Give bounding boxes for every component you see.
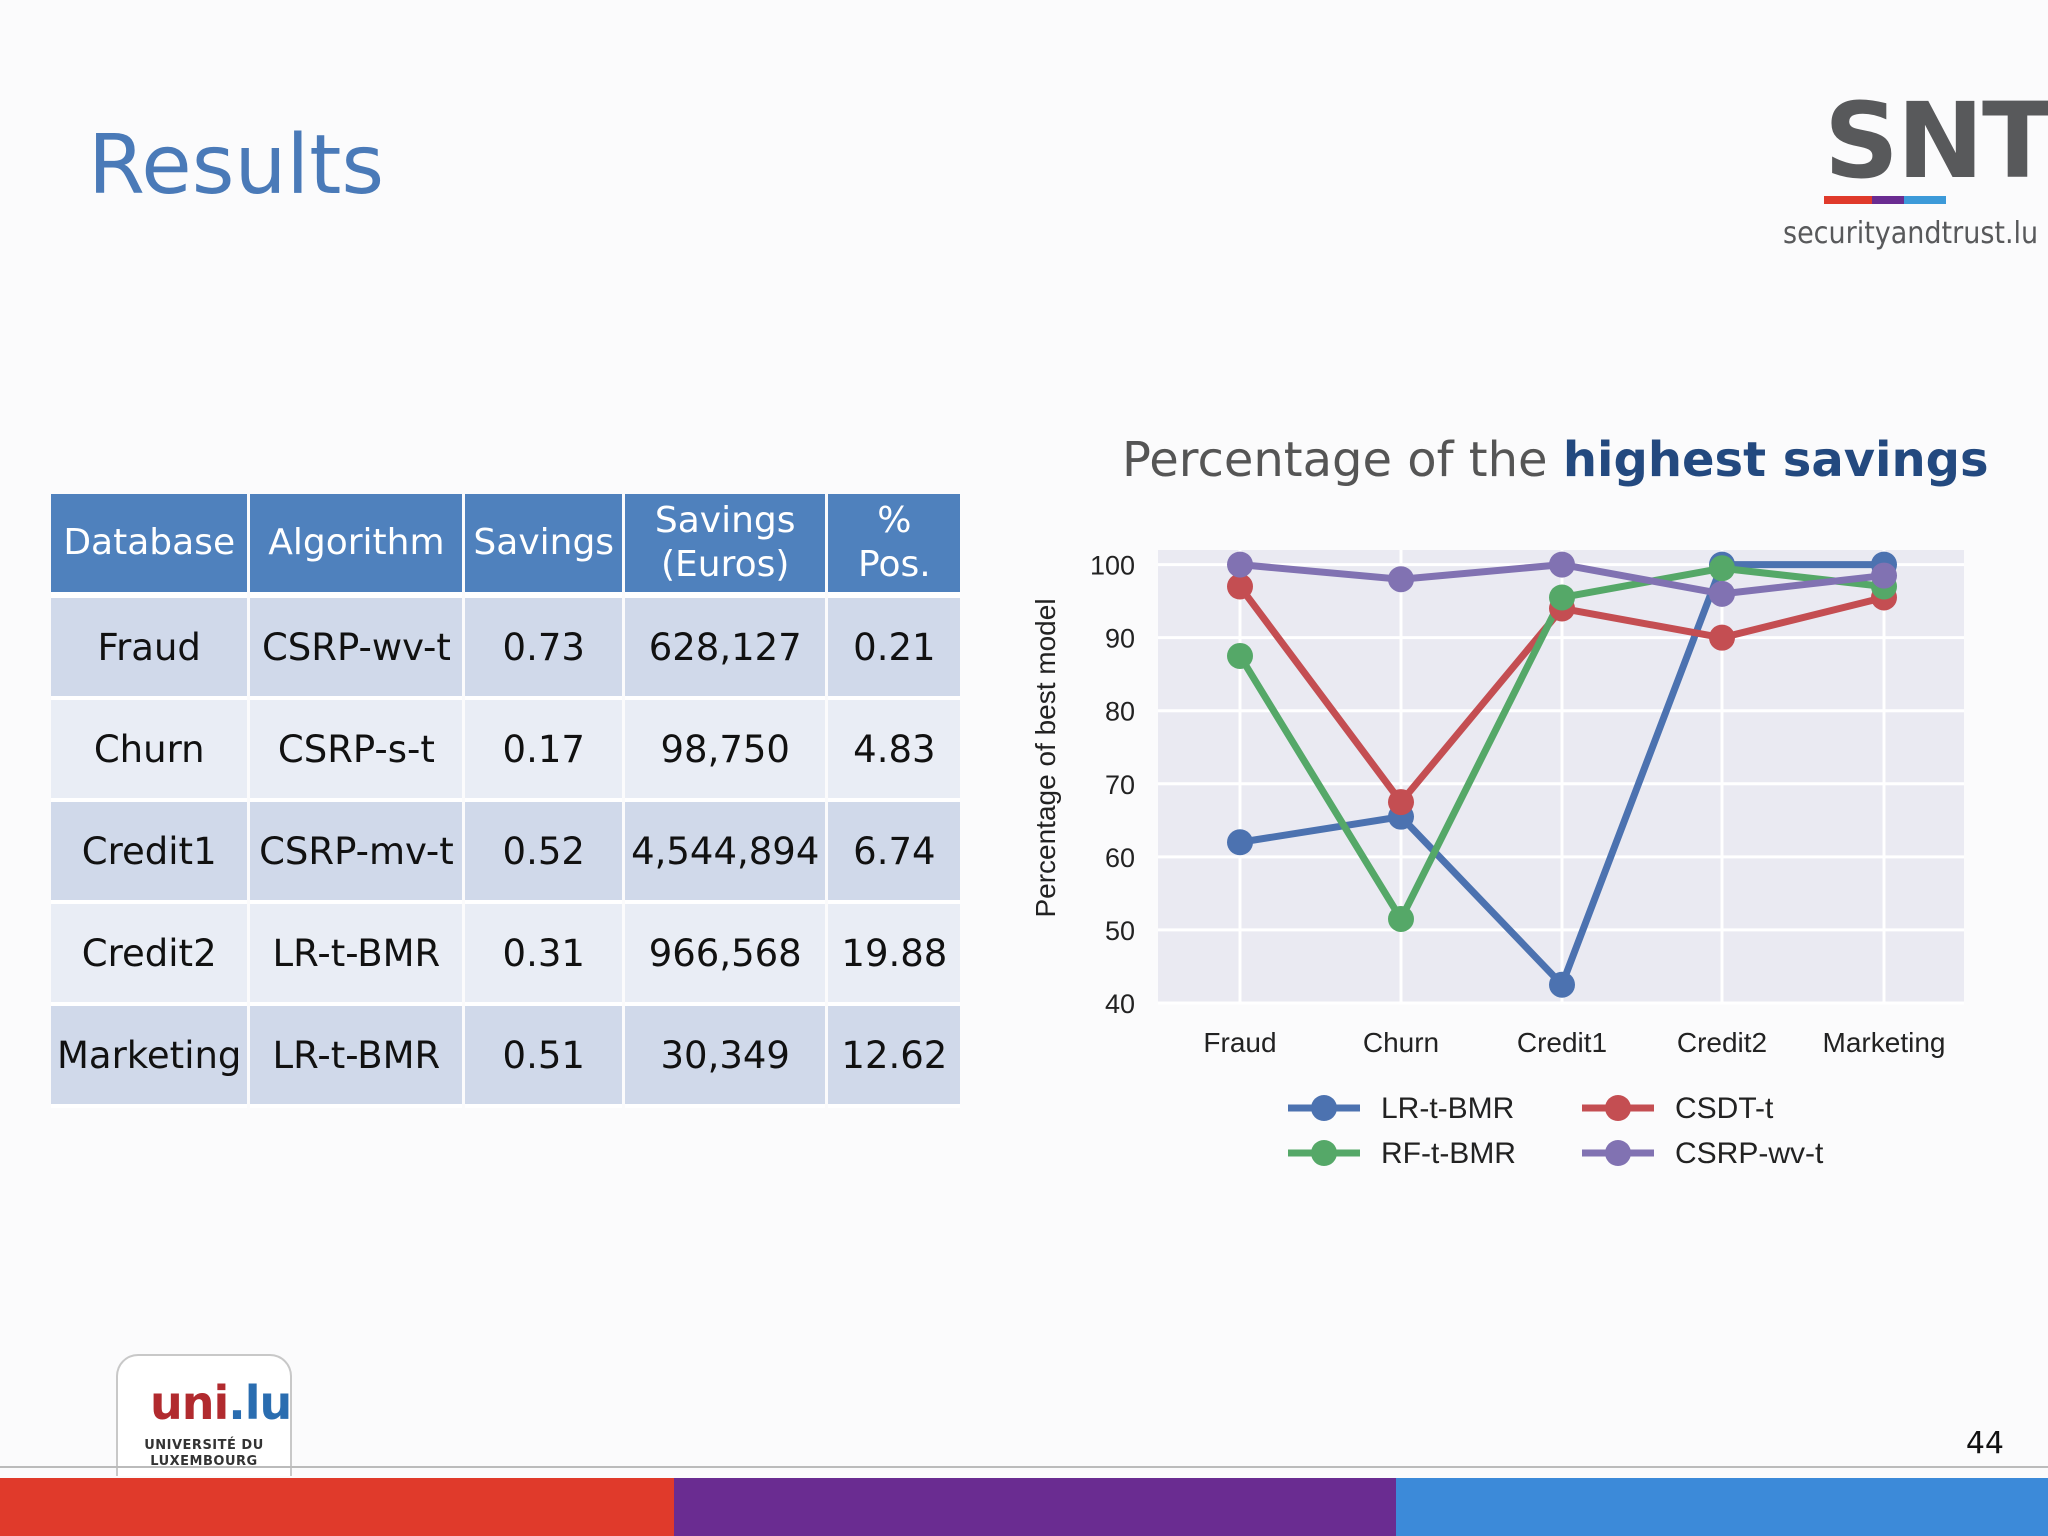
footer-divider (0, 1466, 2048, 1468)
data-point (1227, 573, 1253, 600)
legend-label: CSRP-wv-t (1675, 1137, 1824, 1170)
cell-savings-euros: 966,568 (625, 904, 826, 1006)
cell-savings: 0.73 (465, 598, 623, 700)
legend-label: RF-t-BMR (1381, 1137, 1516, 1170)
snt-logo-mark: SNT (1824, 80, 2048, 202)
cell-savings: 0.51 (465, 1006, 623, 1108)
chart-title-bold: highest savings (1562, 432, 1989, 488)
cell-savings: 0.31 (465, 904, 623, 1006)
header-database: Database (51, 494, 248, 598)
snt-logo-bar-purple (1872, 196, 1904, 204)
snt-logo-text: securityandtrust.lu (1783, 216, 2039, 251)
cell-pct-pos: 12.62 (828, 1006, 961, 1108)
chart-title: Percentage of the highest savings (1122, 432, 1989, 488)
x-tick-label: Fraud (1203, 1027, 1276, 1058)
line-chart: 100 90 80 70 60 50 40 Fraud Churn Credit1 Credit2 M… (1030, 550, 1964, 1170)
unilu-logo-mark: uni.lu (150, 1376, 292, 1430)
data-point (1709, 580, 1735, 607)
table-row: Churn CSRP-s-t 0.17 98,750 4.83 (51, 700, 961, 802)
cell-algorithm: CSRP-mv-t (250, 802, 463, 904)
y-tick-label: 70 (1105, 770, 1135, 800)
cell-pct-pos: 6.74 (828, 802, 961, 904)
cell-pct-pos: 0.21 (828, 598, 961, 700)
cell-savings-euros: 30,349 (625, 1006, 826, 1108)
x-tick-label: Churn (1363, 1027, 1439, 1058)
cell-algorithm: LR-t-BMR (250, 1006, 463, 1108)
cell-savings: 0.52 (465, 802, 623, 904)
x-tick-label: Credit2 (1677, 1027, 1767, 1058)
cell-savings-euros: 4,544,894 (625, 802, 826, 904)
cell-database: Fraud (51, 598, 248, 700)
cell-database: Churn (51, 700, 248, 802)
table-row: Credit1 CSRP-mv-t 0.52 4,544,894 6.74 (51, 802, 961, 904)
footer-bar-blue (1396, 1478, 2048, 1536)
unilu-logo: uni.lu UNIVERSITÉ DU LUXEMBOURG (116, 1354, 292, 1476)
table-header-row: Database Algorithm Savings Savings (Euro… (51, 494, 961, 598)
legend-marker (1311, 1095, 1337, 1121)
results-table: Database Algorithm Savings Savings (Euro… (48, 494, 963, 1108)
table-row: Fraud CSRP-wv-t 0.73 628,127 0.21 (51, 598, 961, 700)
chart-title-plain: Percentage of the (1122, 432, 1563, 488)
cell-pct-pos: 4.83 (828, 700, 961, 802)
data-point (1227, 551, 1253, 578)
data-point (1227, 829, 1253, 856)
data-point (1549, 971, 1575, 998)
cell-algorithm: LR-t-BMR (250, 904, 463, 1006)
data-point (1871, 562, 1897, 589)
cell-database: Credit1 (51, 802, 248, 904)
y-tick-label: 100 (1090, 551, 1135, 581)
snt-logo: SNT securityandtrust.lu (1780, 82, 2048, 262)
header-pct-pos: % Pos. (828, 494, 961, 598)
legend-marker (1605, 1140, 1631, 1166)
data-point (1388, 566, 1414, 593)
data-point (1227, 642, 1253, 669)
data-point (1709, 555, 1735, 582)
legend-marker (1311, 1140, 1337, 1166)
footer-bar-red (0, 1478, 674, 1536)
header-savings-euros-line2: (Euros) (660, 544, 790, 585)
snt-logo-bar-red (1824, 196, 1872, 204)
cell-database: Marketing (51, 1006, 248, 1108)
data-point (1549, 584, 1575, 611)
x-tick-label: Marketing (1823, 1027, 1946, 1058)
y-tick-label: 60 (1105, 843, 1135, 873)
unilu-logo-text: UNIVERSITÉ DU LUXEMBOURG (144, 1438, 264, 1469)
y-tick-label: 40 (1105, 989, 1135, 1019)
footer-bar-purple (674, 1478, 1396, 1536)
cell-database: Credit2 (51, 904, 248, 1006)
y-tick-label: 90 (1105, 624, 1135, 654)
cell-algorithm: CSRP-wv-t (250, 598, 463, 700)
slide-title: Results (88, 118, 385, 213)
cell-savings: 0.17 (465, 700, 623, 802)
cell-pct-pos: 19.88 (828, 904, 961, 1006)
legend-label: LR-t-BMR (1381, 1092, 1514, 1125)
data-point (1388, 789, 1414, 816)
cell-algorithm: CSRP-s-t (250, 700, 463, 802)
legend-label: CSDT-t (1675, 1092, 1774, 1125)
y-axis-label: Percentage of best model (1030, 598, 1061, 917)
page-number: 44 (1965, 1426, 2004, 1461)
header-savings-euros: Savings (Euros) (625, 494, 826, 598)
data-point (1549, 551, 1575, 578)
y-tick-label: 80 (1105, 697, 1135, 727)
x-tick-label: Credit1 (1517, 1027, 1607, 1058)
data-point (1388, 905, 1414, 932)
header-algorithm: Algorithm (250, 494, 463, 598)
table-row: Marketing LR-t-BMR 0.51 30,349 12.62 (51, 1006, 961, 1108)
legend-marker (1605, 1095, 1631, 1121)
cell-savings-euros: 628,127 (625, 598, 826, 700)
table-row: Credit2 LR-t-BMR 0.31 966,568 19.88 (51, 904, 961, 1006)
cell-savings-euros: 98,750 (625, 700, 826, 802)
snt-logo-bar-blue (1904, 196, 1946, 204)
y-tick-label: 50 (1105, 916, 1135, 946)
data-point (1709, 624, 1735, 651)
header-savings-euros-line1: Savings (654, 500, 796, 541)
header-savings: Savings (465, 494, 623, 598)
